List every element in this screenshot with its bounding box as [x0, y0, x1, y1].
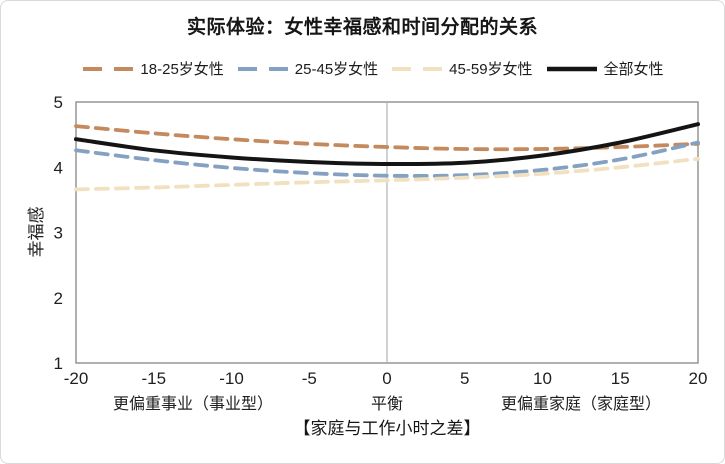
y-tick-label: 1: [54, 354, 63, 373]
legend-item-2: 45-59岁女性: [392, 58, 533, 79]
x-region-label-balance: 平衡: [370, 396, 404, 413]
legend-item-3: 全部女性: [546, 58, 664, 79]
x-tick-label: 0: [382, 369, 391, 388]
series-line-2: [74, 156, 700, 192]
chart-legend: 18-25岁女性 25-45岁女性 45-59岁女性 全部女性: [31, 58, 716, 79]
y-tick-label: 5: [54, 93, 63, 112]
legend-marker-icon: [392, 66, 443, 71]
chart-title: 实际体验：女性幸福感和时间分配的关系: [186, 17, 538, 38]
x-tick-label: -5: [302, 369, 317, 388]
y-tick-label: 3: [54, 224, 63, 243]
series-line-1: [74, 140, 700, 178]
x-region-label-family: 更偏重家庭（家庭型）: [500, 396, 662, 413]
x-tick-label: -20: [64, 369, 89, 388]
series-line-3: [74, 122, 700, 167]
legend-label: 18-25岁女性: [140, 61, 224, 78]
y-tick-label: 2: [54, 289, 63, 308]
legend-marker-icon: [237, 66, 288, 71]
y-axis-label: 幸福感: [27, 206, 46, 258]
x-tick-label: 15: [611, 369, 630, 388]
legend-marker-icon: [83, 66, 134, 71]
y-tick-label: 4: [54, 158, 63, 177]
x-axis-title: 【家庭与工作小时之差】: [293, 419, 481, 438]
legend-label: 45-59岁女性: [449, 61, 533, 78]
legend-label: 全部女性: [603, 61, 664, 78]
x-tick-label: 10: [533, 369, 552, 388]
x-tick-label: -15: [141, 369, 166, 388]
legend-label: 25-45岁女性: [294, 61, 379, 78]
x-tick-label: -10: [219, 369, 244, 388]
legend-marker-icon: [546, 66, 597, 71]
x-tick-label: 5: [460, 369, 469, 388]
legend-item-0: 18-25岁女性: [83, 58, 224, 79]
x-tick-label: 20: [689, 369, 708, 388]
x-region-label-career: 更偏重事业（事业型）: [112, 396, 274, 413]
legend-item-1: 25-45岁女性: [237, 58, 379, 79]
